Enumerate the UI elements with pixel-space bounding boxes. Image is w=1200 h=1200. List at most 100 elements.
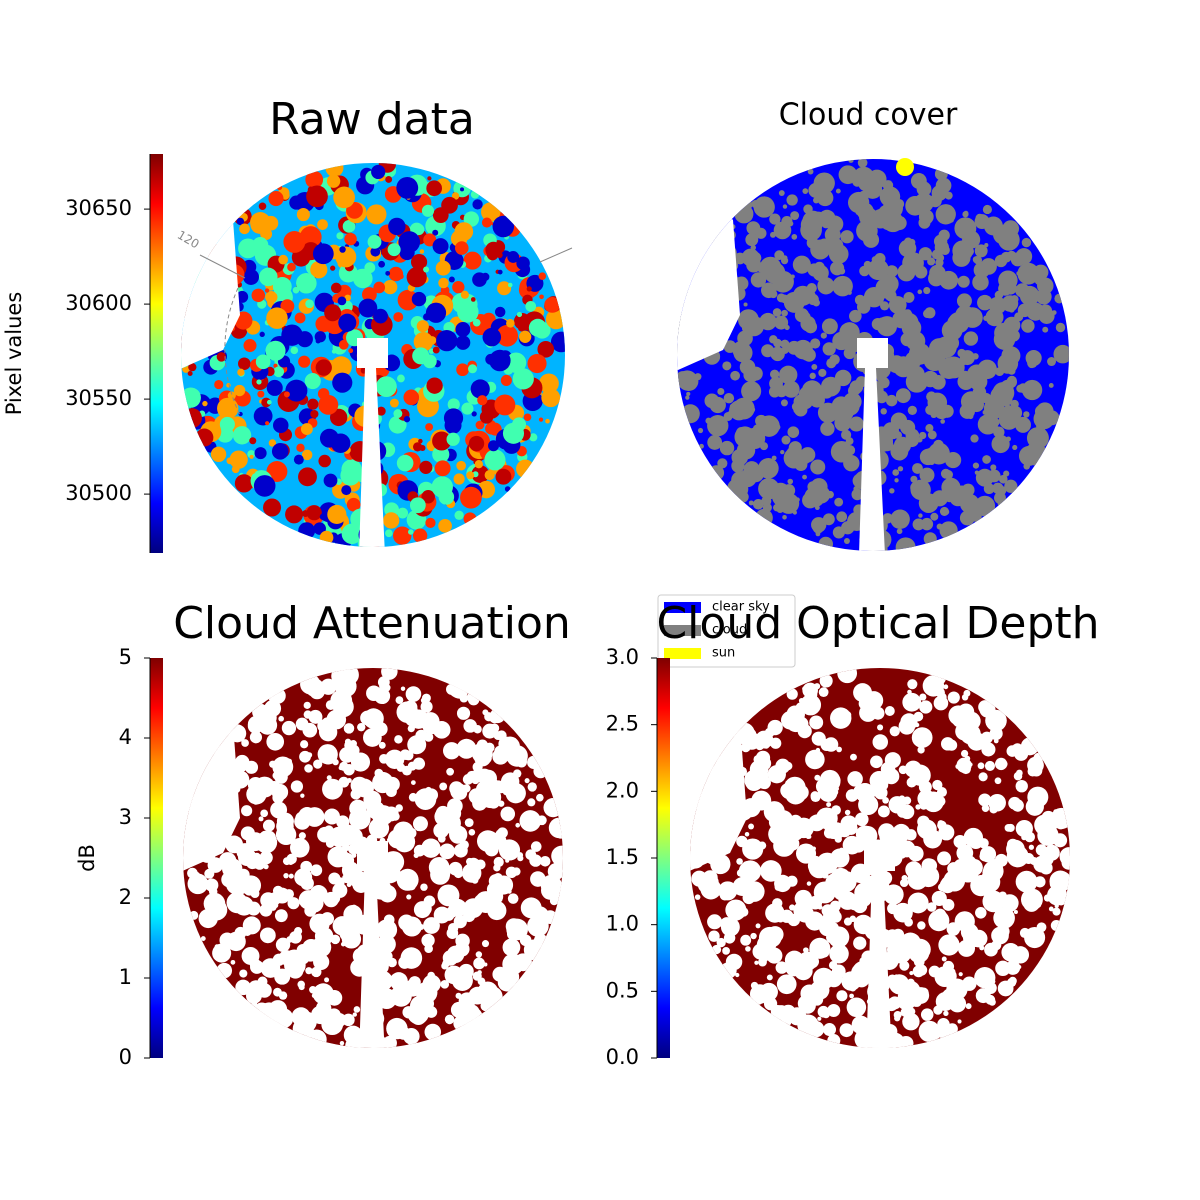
image-blob	[793, 339, 813, 360]
image-blob	[505, 940, 517, 953]
image-blob	[262, 819, 275, 832]
image-blob	[427, 176, 432, 181]
image-blob	[332, 372, 353, 393]
image-blob	[740, 934, 752, 946]
image-blob	[444, 1014, 455, 1025]
image-blob	[907, 892, 929, 914]
image-blob	[942, 960, 955, 973]
image-blob	[268, 191, 284, 207]
image-blob	[1048, 383, 1054, 388]
image-blob	[1014, 312, 1024, 322]
image-blob	[411, 291, 427, 307]
image-blob	[1011, 946, 1030, 964]
image-blob	[974, 244, 988, 258]
image-blob	[732, 340, 751, 359]
image-blob	[497, 827, 508, 839]
image-blob	[758, 415, 780, 437]
image-blob	[419, 460, 433, 474]
image-blob	[892, 823, 911, 843]
image-blob	[782, 204, 788, 209]
image-blob	[267, 781, 281, 795]
image-blob	[272, 1008, 294, 1029]
image-blob	[823, 737, 839, 752]
image-blob	[326, 775, 332, 781]
image-blob	[294, 868, 313, 887]
image-blob	[879, 301, 890, 311]
image-blob	[778, 190, 785, 196]
image-blob	[538, 272, 547, 280]
image-blob	[448, 276, 455, 283]
image-blob	[227, 391, 236, 400]
image-blob	[772, 308, 782, 317]
image-blob	[307, 398, 319, 410]
image-blob	[729, 403, 736, 410]
image-blob	[432, 229, 439, 236]
image-blob	[897, 466, 904, 472]
image-blob	[931, 397, 941, 407]
image-blob	[455, 992, 462, 999]
image-blob	[837, 668, 858, 684]
colorbar-tick-label: 30650	[65, 196, 132, 220]
image-blob	[219, 932, 235, 948]
image-blob	[931, 890, 947, 906]
image-blob	[723, 392, 735, 404]
image-blob	[978, 772, 988, 782]
image-blob	[300, 740, 309, 749]
image-blob	[985, 994, 996, 1005]
image-blob	[319, 750, 332, 763]
image-blob	[824, 226, 841, 243]
image-blob	[1004, 948, 1017, 961]
image-blob	[280, 299, 295, 314]
image-blob	[1042, 326, 1049, 333]
image-blob	[896, 528, 903, 535]
image-blob	[923, 309, 932, 318]
image-blob	[482, 986, 503, 1007]
image-blob	[739, 860, 762, 883]
image-blob	[1059, 847, 1070, 867]
image-blob	[452, 687, 462, 697]
image-blob	[239, 223, 250, 235]
image-blob	[403, 416, 411, 423]
image-blob	[757, 265, 766, 273]
image-blob	[500, 374, 512, 387]
image-blob	[455, 241, 469, 255]
image-blob	[980, 991, 986, 997]
image-blob	[952, 240, 974, 262]
image-blob	[800, 316, 816, 332]
image-blob	[822, 342, 836, 356]
image-blob	[933, 1005, 943, 1015]
image-blob	[1000, 760, 1008, 768]
image-blob	[253, 406, 273, 426]
image-blob	[767, 719, 783, 736]
image-blob	[805, 749, 825, 770]
image-blob	[466, 471, 475, 480]
image-blob	[863, 179, 883, 199]
image-blob	[274, 909, 288, 923]
image-blob	[260, 809, 269, 818]
image-blob	[802, 474, 807, 480]
image-blob	[431, 476, 453, 498]
image-blob	[1007, 977, 1017, 987]
image-blob	[741, 248, 760, 267]
image-blob	[431, 845, 441, 855]
image-blob	[832, 526, 845, 539]
image-blob	[488, 440, 499, 452]
image-blob	[351, 448, 358, 455]
image-blob	[233, 384, 246, 397]
image-blob	[438, 277, 449, 289]
image-blob	[973, 261, 990, 279]
image-mask	[357, 841, 388, 1048]
image-blob	[283, 391, 290, 398]
image-blob	[363, 800, 373, 810]
image-blob	[330, 265, 336, 271]
image-blob	[945, 451, 962, 469]
image-blob	[387, 809, 399, 821]
image-blob	[941, 956, 947, 962]
image-blob	[738, 337, 746, 345]
image-blob	[305, 170, 324, 189]
image-blob	[538, 417, 544, 422]
image-blob	[461, 402, 474, 415]
image-blob	[821, 318, 838, 335]
image-blob	[736, 858, 743, 865]
image-blob	[247, 776, 264, 793]
